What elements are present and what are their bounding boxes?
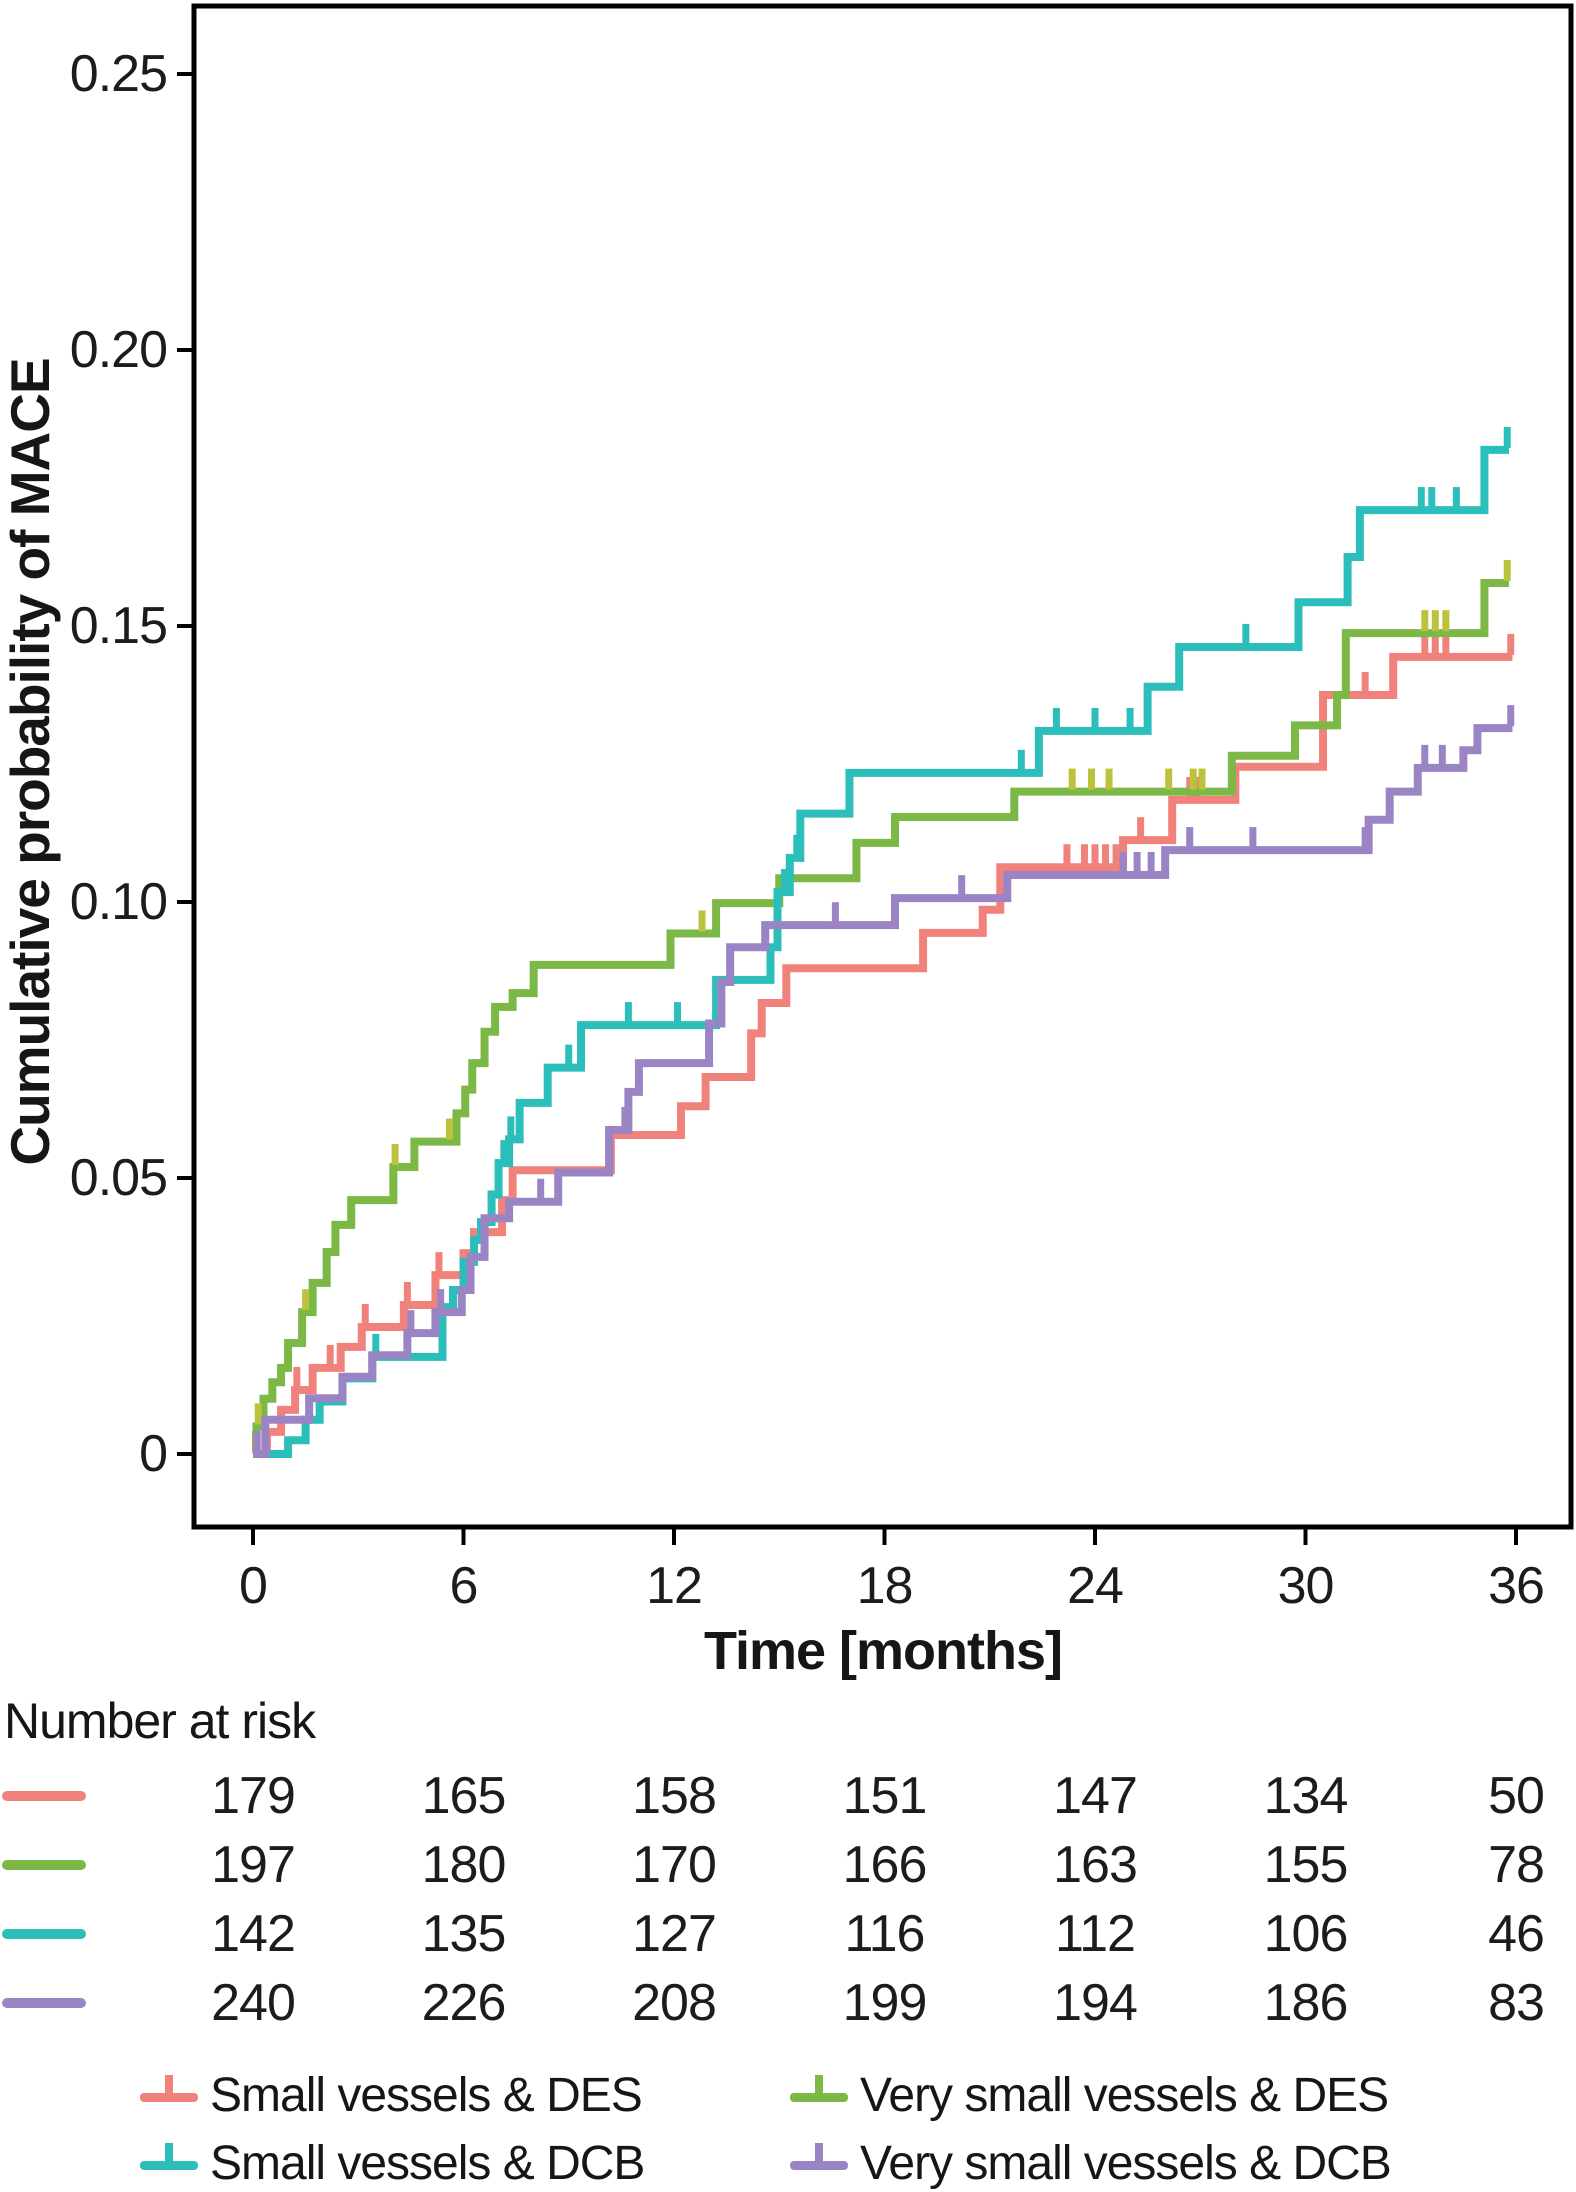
- y-tick-label: 0.25: [69, 45, 168, 103]
- legend-censor-tick: [815, 2143, 823, 2164]
- legend-marker: [790, 2075, 848, 2102]
- legend-line: [790, 2093, 848, 2102]
- risk-value: 165: [421, 1767, 507, 1825]
- risk-value: 151: [842, 1767, 928, 1825]
- risk-value: 170: [632, 1836, 717, 1894]
- risk-value: 46: [1488, 1905, 1545, 1963]
- x-tick-label: 30: [1277, 1557, 1335, 1615]
- legend-marker: [790, 2143, 848, 2170]
- risk-value: 197: [211, 1836, 296, 1894]
- risk-value: 106: [1263, 1905, 1349, 1963]
- risk-value: 226: [421, 1974, 507, 2032]
- legend-censor-tick: [165, 2143, 173, 2164]
- risk-value: 208: [632, 1974, 717, 2032]
- x-tick-label: 6: [449, 1557, 479, 1615]
- risk-value: 180: [421, 1836, 507, 1894]
- risk-row-swatch-small-des: [2, 1791, 86, 1801]
- y-tick-label: 0.20: [69, 321, 168, 379]
- risk-value: 135: [421, 1905, 507, 1963]
- risk-value: 116: [844, 1905, 926, 1963]
- legend-marker: [140, 2075, 198, 2102]
- curve-small-des: [253, 652, 1513, 1458]
- y-tick-label: 0: [139, 1425, 168, 1483]
- legend-label: Very small vessels & DCB: [860, 2137, 1392, 2190]
- plot-frame: [191, 3, 1574, 1530]
- x-tick-label: 0: [239, 1557, 268, 1615]
- risk-value: 50: [1488, 1767, 1545, 1825]
- risk-row-swatch-small-dcb: [2, 1929, 86, 1939]
- y-tick-label: 0.10: [69, 873, 168, 931]
- risk-value: 163: [1053, 1836, 1138, 1894]
- risk-row-swatch-very-small-des: [2, 1860, 86, 1870]
- x-axis-title: Time [months]: [703, 1621, 1063, 1681]
- risk-value: 112: [1055, 1905, 1136, 1963]
- risk-value: 194: [1053, 1974, 1138, 2032]
- risk-value: 78: [1488, 1836, 1545, 1894]
- risk-value: 155: [1263, 1836, 1349, 1894]
- risk-row-swatch-very-small-dcb: [2, 1998, 86, 2008]
- curve-very-small-dcb: [253, 724, 1513, 1458]
- risk-value: 199: [842, 1974, 928, 2032]
- legend-line: [140, 2161, 198, 2170]
- risk-value: 127: [632, 1905, 717, 1963]
- risk-value: 179: [211, 1767, 296, 1825]
- x-tick-label: 12: [646, 1557, 703, 1615]
- curve-very-small-des: [252, 578, 1509, 1458]
- legend-label: Small vessels & DES: [210, 2069, 643, 2122]
- legend-censor-tick: [165, 2075, 173, 2096]
- risk-value: 186: [1263, 1974, 1349, 2032]
- x-tick-label: 36: [1488, 1557, 1545, 1615]
- risk-value: 147: [1053, 1767, 1138, 1825]
- legend-label: Small vessels & DCB: [210, 2137, 645, 2190]
- x-tick-label: 24: [1067, 1557, 1124, 1615]
- x-tick-label: 18: [856, 1557, 914, 1615]
- y-tick-label: 0.05: [69, 1149, 168, 1207]
- risk-value: 83: [1488, 1974, 1545, 2032]
- risk-value: 142: [211, 1905, 296, 1963]
- legend-censor-tick: [815, 2075, 823, 2096]
- legend-marker: [140, 2143, 198, 2170]
- legend-line: [790, 2161, 848, 2170]
- risk-value: 134: [1263, 1767, 1349, 1825]
- legend-label: Very small vessels & DES: [860, 2069, 1389, 2122]
- y-tick-label: 0.15: [69, 597, 168, 655]
- risk-value: 166: [842, 1836, 928, 1894]
- risk-value: 158: [632, 1767, 717, 1825]
- number-at-risk-heading: Number at risk: [4, 1693, 316, 1749]
- legend-line: [140, 2093, 198, 2102]
- risk-value: 240: [211, 1974, 296, 2032]
